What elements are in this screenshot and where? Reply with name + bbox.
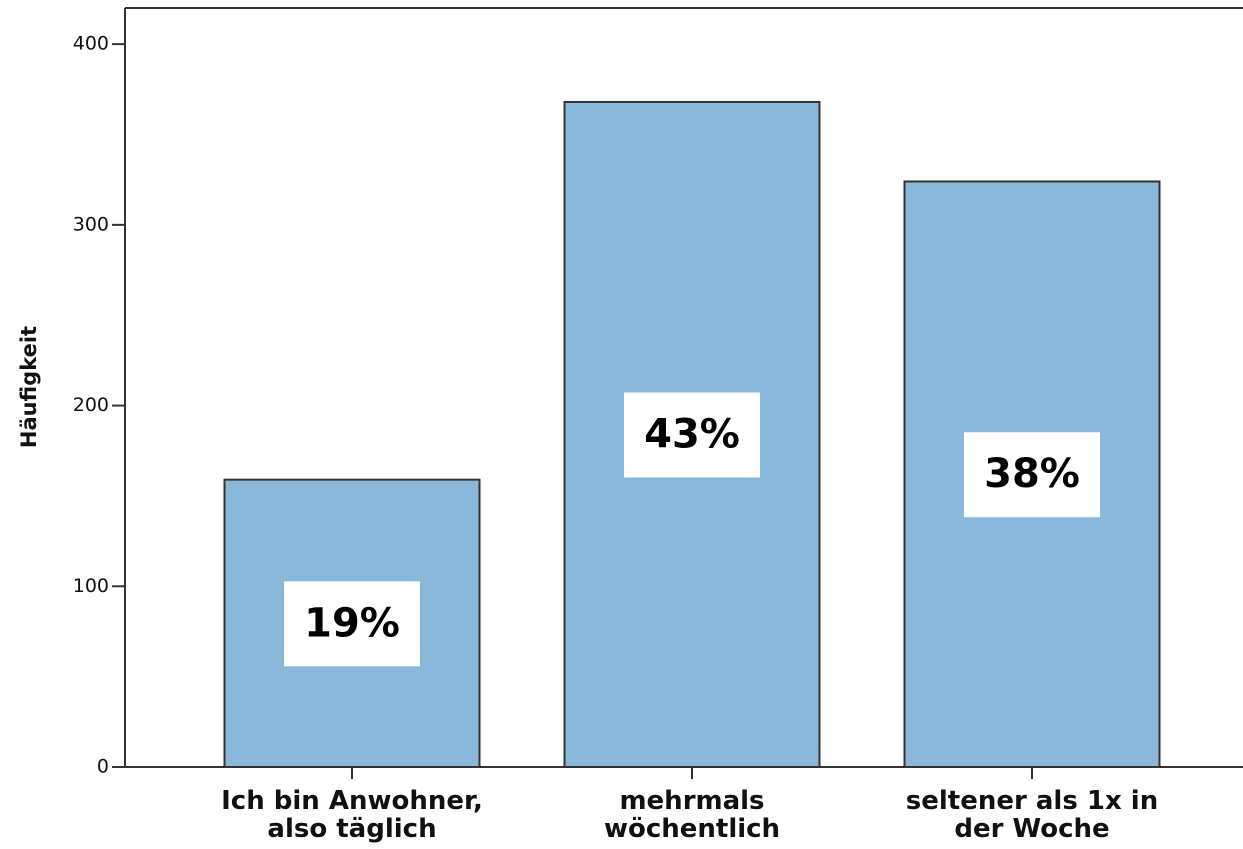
x-tick-label: seltener als 1x in der Woche	[905, 786, 1159, 844]
y-tick-label: 400	[73, 33, 109, 55]
y-tick-label: 100	[73, 575, 109, 597]
percent-label: 43%	[644, 411, 740, 457]
y-tick-label: 0	[97, 756, 109, 778]
y-tick-label: 200	[73, 394, 109, 416]
y-tick-label: 300	[73, 213, 109, 235]
x-tick-label: mehrmals wöchentlich	[603, 786, 781, 844]
percent-label: 19%	[304, 600, 400, 646]
label-box	[624, 392, 760, 478]
y-axis-label: Häufigkeit	[17, 326, 41, 448]
label-box	[284, 581, 420, 667]
percent-label: 38%	[984, 451, 1080, 497]
x-tick-label: Ich bin Anwohner, also täglich	[221, 786, 483, 844]
label-box	[964, 432, 1100, 518]
